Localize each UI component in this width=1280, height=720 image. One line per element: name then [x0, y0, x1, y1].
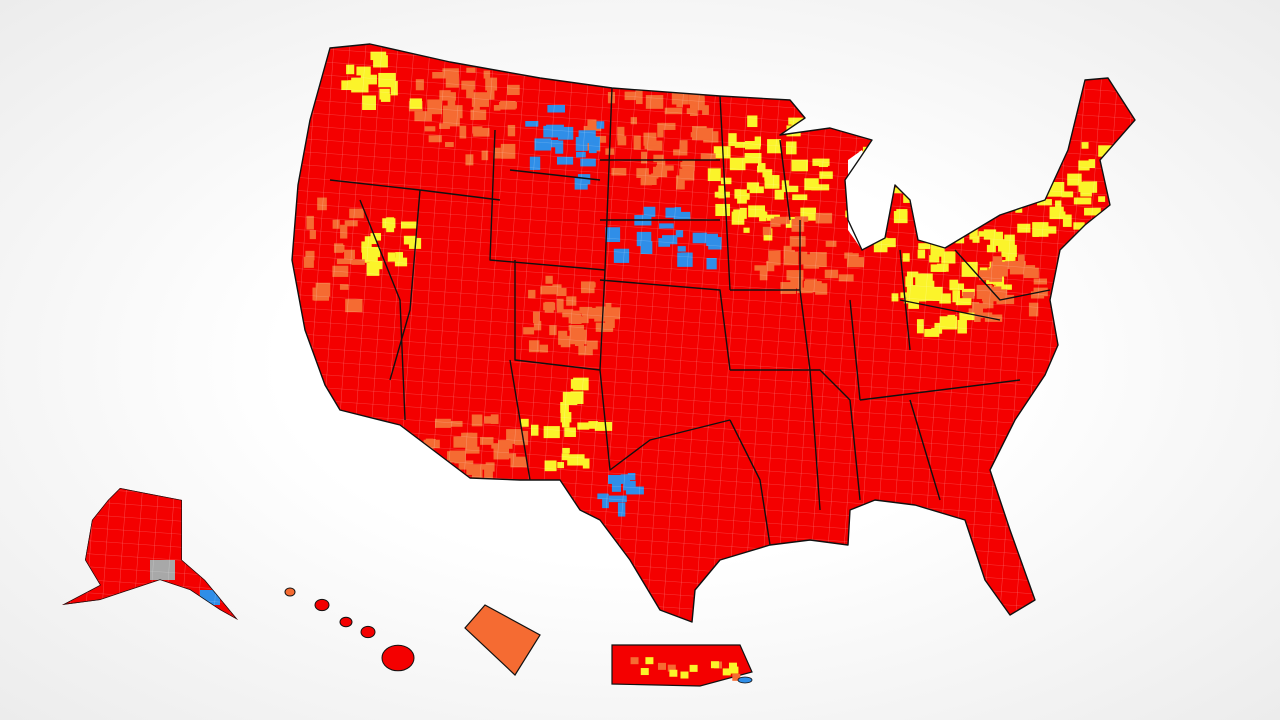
county-patch	[897, 162, 914, 172]
county-patch	[1000, 183, 1013, 198]
county-patch	[995, 175, 1002, 188]
county-patch	[1054, 147, 1065, 157]
county-patch	[864, 181, 881, 190]
county-patch	[732, 673, 741, 681]
state-lines	[329, 87, 1051, 546]
county-patch	[657, 662, 666, 670]
county-patch	[1005, 172, 1016, 183]
puerto-rico	[611, 644, 753, 687]
county-patch	[868, 198, 882, 210]
county-patch	[1029, 166, 1040, 176]
county-patch	[982, 185, 993, 200]
county-patch	[881, 182, 894, 191]
county-patch	[640, 668, 649, 676]
county-patch	[1002, 149, 1012, 163]
county-patch	[728, 662, 737, 670]
county-patch	[878, 170, 886, 184]
county-patch	[987, 172, 996, 181]
county-patch	[1029, 156, 1042, 164]
county-patch	[993, 169, 1010, 182]
county-patch	[851, 196, 866, 203]
region-fill	[62, 488, 238, 620]
hawaii-island	[339, 616, 353, 628]
county-patch	[878, 187, 888, 199]
county-patch	[884, 147, 900, 154]
puerto-rico-island	[737, 676, 753, 684]
county-patch	[667, 664, 676, 672]
hawaii-island	[381, 644, 415, 672]
county-patch	[710, 661, 719, 669]
county-patch	[980, 190, 992, 200]
county-patch	[669, 669, 678, 677]
county-patch	[1026, 148, 1040, 159]
county-patch	[1024, 170, 1034, 181]
county-patch	[973, 153, 987, 167]
county-patch	[863, 205, 877, 211]
county-lines	[62, 488, 238, 620]
county-patch	[995, 163, 1003, 178]
county-patch	[1005, 122, 1014, 137]
county-patch	[989, 182, 1007, 189]
county-patch	[973, 185, 991, 195]
county-patch	[1014, 139, 1030, 153]
hawaii-island	[360, 625, 376, 639]
county-patch	[977, 157, 995, 164]
county-patch	[680, 671, 689, 679]
county-patch	[1046, 148, 1055, 154]
county-patch	[902, 175, 919, 185]
county-patch	[1014, 133, 1031, 146]
hawaii-island	[314, 598, 330, 612]
county-patch	[852, 178, 869, 187]
county-patch	[871, 154, 879, 168]
county-patch	[993, 184, 1001, 199]
county-patch	[1028, 123, 1038, 132]
county-patch	[1034, 178, 1042, 192]
county-patch	[1025, 157, 1037, 164]
county-patch	[630, 657, 639, 665]
county-patch	[876, 141, 883, 156]
county-patch	[1012, 185, 1024, 192]
county-patch	[1004, 147, 1020, 159]
county-patch	[689, 664, 698, 672]
district-of-columbia	[464, 604, 541, 676]
county-patch	[1022, 176, 1040, 187]
county-patch	[865, 172, 877, 180]
state-borders	[291, 43, 1136, 623]
alaska	[62, 488, 238, 620]
county-patch	[876, 206, 884, 214]
county-patch	[1025, 150, 1040, 157]
county-patch	[981, 170, 997, 185]
alaska-outline	[62, 488, 238, 620]
county-patch	[854, 192, 867, 207]
county-patch	[977, 185, 991, 195]
county-patch	[889, 150, 897, 163]
county-patch	[1001, 159, 1010, 173]
county-patch	[1000, 149, 1008, 165]
county-patch	[722, 668, 731, 676]
county-patch	[899, 161, 910, 168]
county-patch	[730, 666, 739, 674]
county-patch	[994, 191, 1009, 200]
territories	[284, 587, 753, 687]
hawaii-island	[284, 587, 296, 597]
county-patch	[913, 176, 921, 185]
county-patch	[645, 657, 654, 665]
county-patch	[854, 188, 870, 201]
